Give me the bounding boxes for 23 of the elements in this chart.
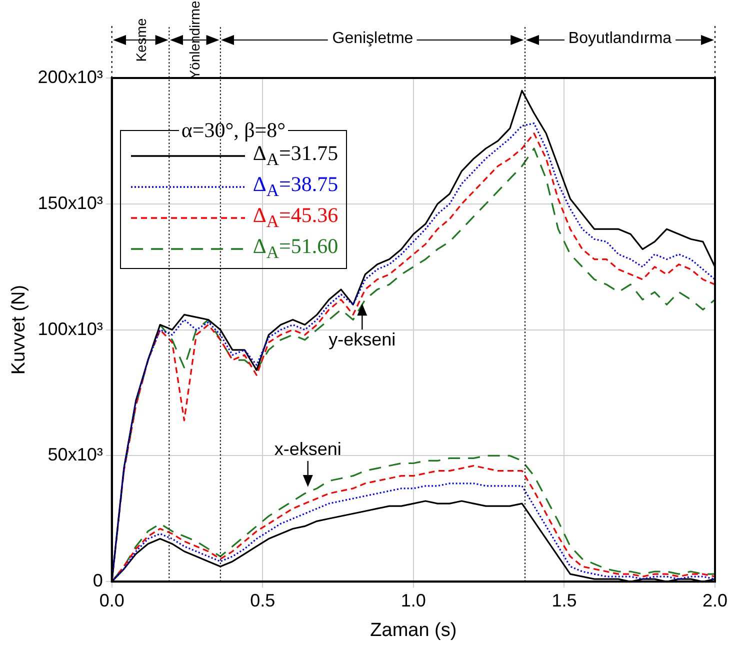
y-tick-label: 50x10³ [48, 444, 103, 465]
y-tick-label: 100x10³ [38, 318, 103, 339]
legend-title: α=30°, β=8° [180, 118, 287, 142]
annotation: x-ekseni [274, 438, 342, 459]
x-tick-label: 0.5 [250, 590, 276, 610]
y-tick-label: 200x10³ [38, 66, 103, 87]
text: Δ$_{A}$=45.36 [252, 202, 338, 232]
text: Genişletme [332, 30, 414, 47]
text: Kesme [132, 18, 148, 62]
y-tick-label: 0 [92, 570, 103, 591]
annotation: Yönlendirme [186, 0, 203, 80]
text: Δ$_{A}$=51.60 [252, 234, 338, 264]
x-tick-label: 1.5 [552, 590, 577, 610]
x-tick-label: 1.0 [400, 590, 426, 610]
y-tick-label: 150x10³ [38, 192, 103, 213]
x-tick-label: 2.0 [702, 590, 728, 610]
text: Δ$_{A}$=31.75 [252, 140, 338, 170]
text: Δ$_{A}$=38.75 [252, 172, 338, 202]
x-tick-label: 0.0 [99, 590, 124, 610]
y-axis-title: Kuvvet (N) [8, 284, 30, 375]
annotation: y-ekseni [328, 330, 396, 350]
x-axis-title: Zaman (s) [370, 620, 457, 641]
text: Boyutlandırma [568, 30, 672, 47]
